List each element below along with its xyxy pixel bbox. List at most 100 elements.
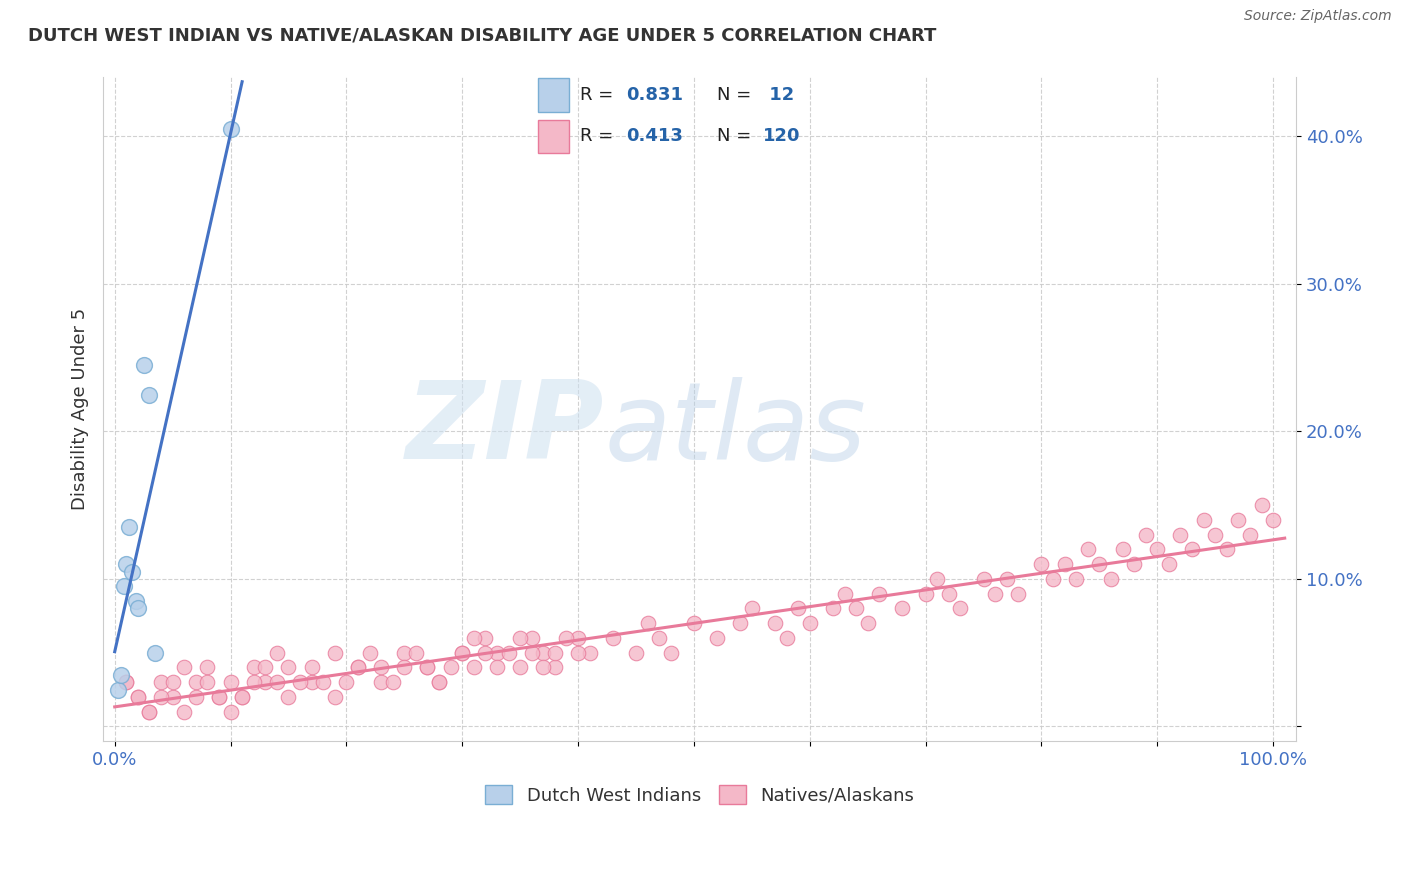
Point (856, 616, 879, 631)
Point (254, 660, 277, 674)
Point (312, 675, 335, 690)
Point (474, 646, 496, 660)
Point (127, 690, 149, 704)
Point (1135, 527, 1157, 541)
Point (394, 660, 416, 674)
Point (1088, 557, 1111, 571)
Point (323, 646, 346, 660)
Text: 0.413: 0.413 (626, 128, 682, 145)
Point (115, 675, 138, 690)
Point (509, 631, 531, 645)
Point (173, 705, 195, 719)
Point (1239, 527, 1261, 541)
Point (301, 675, 323, 690)
Point (138, 705, 160, 719)
Point (821, 601, 844, 615)
Point (1181, 542, 1204, 557)
Point (219, 122, 242, 136)
Point (1031, 557, 1053, 571)
Point (359, 646, 381, 660)
Text: ZIP: ZIP (406, 376, 605, 483)
Legend: Dutch West Indians, Natives/Alaskans: Dutch West Indians, Natives/Alaskans (478, 778, 921, 812)
Point (520, 631, 543, 645)
Point (973, 572, 995, 586)
Point (394, 646, 416, 660)
Point (938, 587, 960, 601)
Point (138, 387, 160, 401)
Point (531, 660, 554, 674)
Point (1157, 557, 1180, 571)
Point (127, 690, 149, 704)
Point (1077, 542, 1099, 557)
Point (107, 682, 129, 697)
Point (775, 631, 797, 645)
Point (1053, 557, 1076, 571)
Point (602, 631, 624, 645)
Text: 12: 12 (762, 86, 794, 103)
Point (567, 646, 589, 660)
Point (451, 646, 474, 660)
Point (1146, 542, 1168, 557)
Point (578, 646, 600, 660)
Point (451, 646, 474, 660)
Point (555, 631, 578, 645)
Point (381, 675, 404, 690)
Text: atlas: atlas (605, 376, 866, 482)
Point (150, 675, 173, 690)
Point (463, 660, 485, 674)
Point (984, 587, 1007, 601)
Point (347, 660, 370, 674)
Point (498, 646, 520, 660)
Point (914, 587, 936, 601)
Point (416, 660, 439, 674)
Bar (537, 120, 569, 153)
Point (659, 646, 682, 660)
Point (370, 660, 392, 674)
Text: Source: ZipAtlas.com: Source: ZipAtlas.com (1244, 9, 1392, 23)
Point (485, 646, 508, 660)
Point (531, 646, 554, 660)
Point (1042, 572, 1064, 586)
Text: DUTCH WEST INDIAN VS NATIVE/ALASKAN DISABILITY AGE UNDER 5 CORRELATION CHART: DUTCH WEST INDIAN VS NATIVE/ALASKAN DISA… (28, 27, 936, 45)
Point (370, 675, 392, 690)
Point (301, 660, 323, 674)
Point (231, 690, 253, 704)
Point (115, 675, 138, 690)
Point (741, 601, 763, 615)
Point (254, 675, 277, 690)
Point (405, 646, 427, 660)
Point (567, 631, 589, 645)
Point (787, 601, 810, 615)
Point (463, 631, 485, 645)
Point (277, 690, 299, 704)
Point (231, 690, 253, 704)
Point (427, 675, 450, 690)
Point (127, 601, 149, 615)
Point (323, 690, 346, 704)
Bar (537, 78, 569, 112)
Point (1007, 587, 1029, 601)
Point (173, 660, 195, 674)
Point (1227, 513, 1250, 527)
Point (117, 520, 139, 534)
Point (242, 675, 264, 690)
Point (683, 616, 706, 631)
Point (474, 631, 496, 645)
Y-axis label: Disability Age Under 5: Disability Age Under 5 (72, 308, 89, 510)
Point (544, 646, 567, 660)
Point (544, 660, 567, 674)
Text: 120: 120 (762, 128, 800, 145)
Point (1099, 572, 1122, 586)
Point (115, 557, 138, 571)
Point (799, 616, 821, 631)
Point (197, 660, 219, 674)
Point (121, 565, 143, 579)
Point (112, 579, 135, 593)
Text: R =: R = (581, 86, 619, 103)
Point (648, 631, 671, 645)
Point (1123, 557, 1146, 571)
Point (440, 660, 463, 674)
Point (162, 675, 184, 690)
Point (1170, 527, 1192, 541)
Text: N =: N = (717, 128, 756, 145)
